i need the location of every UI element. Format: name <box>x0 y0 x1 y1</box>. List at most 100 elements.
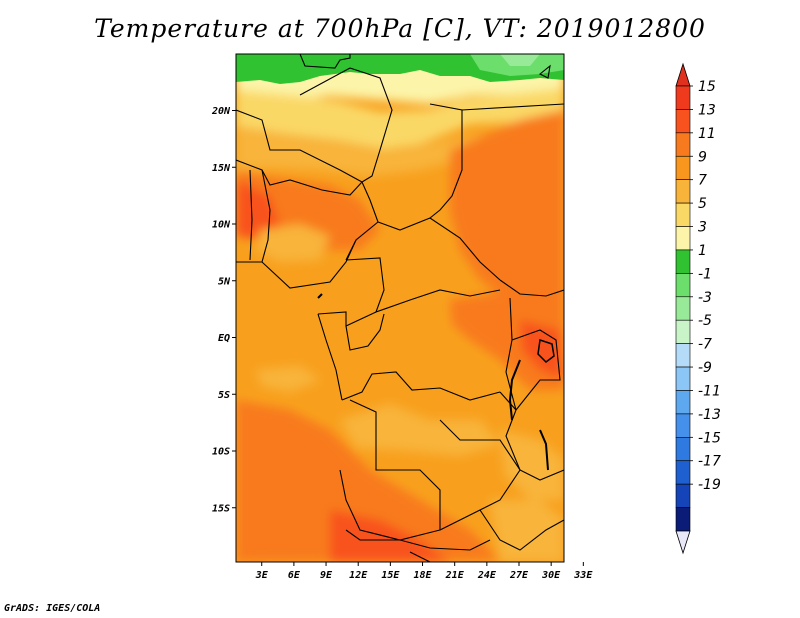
colorbar-swatch <box>675 179 691 204</box>
coastline-gabon-congo <box>317 313 343 401</box>
lon-tick-label: 21E <box>445 570 465 581</box>
lon-tick-label: 27E <box>509 570 529 581</box>
chart-title: Temperature at 700hPa [C], VT: 201901280… <box>94 14 706 43</box>
colorbar-swatch <box>675 249 691 274</box>
border-south-sudan <box>499 279 564 297</box>
longitude-axis: 3E 6E 9E 12E 15E 18E 21E 24E 27E 30E 33E <box>255 562 593 581</box>
colorbar-label: -17 <box>698 454 721 470</box>
colorbar-bottom-arrow <box>675 530 691 555</box>
colorbar-swatch <box>675 483 691 508</box>
colorbar-label: -19 <box>698 477 721 493</box>
bioko-island <box>317 293 323 299</box>
border-mali-niger-south <box>236 109 363 183</box>
colorbar-label: 11 <box>698 126 716 142</box>
lat-tick-label: 5N <box>218 276 231 287</box>
colorbar-swatch <box>675 202 691 227</box>
border-drc-angola <box>341 371 501 401</box>
lat-tick-label: 15S <box>212 503 230 514</box>
field-11-13-northeast <box>450 110 564 330</box>
lon-tick-label: 9E <box>320 570 333 581</box>
field-5-7-band <box>236 88 564 150</box>
colorbar-label: -15 <box>698 430 721 446</box>
lat-tick-label: 20N <box>211 106 231 117</box>
colorbar-swatch <box>675 343 691 368</box>
lon-tick-label: 18E <box>413 570 432 581</box>
lon-tick-label: 6E <box>288 570 301 581</box>
lat-tick-label: EQ <box>218 333 230 344</box>
lake-malawi <box>539 429 549 471</box>
field-7-9-patch-1 <box>256 224 330 262</box>
border-egypt-sudan <box>461 103 564 111</box>
colorbar-swatch <box>675 296 691 321</box>
border-car-south <box>345 257 501 313</box>
border-mali-niger <box>299 67 351 96</box>
lake-tanganyika <box>508 359 521 421</box>
border-namibia-botswana <box>345 529 491 551</box>
colorbar: 15 13 11 9 7 5 3 1 -1 -3 -5 -7 -9 -11 -13 -15 -17 -19 <box>675 62 721 555</box>
country-borders <box>236 54 564 562</box>
colorbar-label: 13 <box>698 102 716 118</box>
colorbar-swatch <box>675 437 691 462</box>
border-angola-zambia <box>339 399 441 541</box>
field-13-15-east <box>520 320 564 380</box>
border-namibia-south <box>409 551 431 562</box>
field-7-9-patch-2 <box>256 366 320 392</box>
lon-tick-label: 12E <box>349 570 368 581</box>
colorbar-top-arrow <box>675 62 691 87</box>
border-uganda-kenya <box>511 329 561 411</box>
colorbar-swatch <box>675 132 691 157</box>
border-zimbabwe-mozambique <box>479 509 564 551</box>
colorbar-swatch <box>675 366 691 391</box>
lat-tick-label: 10S <box>212 447 230 458</box>
colorbar-swatch <box>675 109 691 134</box>
border-togo <box>249 169 253 261</box>
border-chad-sudan <box>429 103 463 219</box>
lake-victoria <box>537 339 555 363</box>
border-gabon-north <box>317 311 377 327</box>
border-niger-chad <box>349 67 393 183</box>
colorbar-swatch <box>675 319 691 344</box>
colorbar-label: 5 <box>698 196 707 212</box>
field-11-13-south <box>236 400 500 562</box>
colorbar-label: -3 <box>698 290 712 306</box>
grads-credit: GrADS: IGES/COLA <box>4 603 101 614</box>
field-7-9-patch-4 <box>500 430 564 500</box>
colorbar-swatch <box>675 155 691 180</box>
colorbar-swatch <box>675 273 691 298</box>
colorbar-label: -5 <box>698 313 712 329</box>
lon-tick-label: 24E <box>477 570 497 581</box>
field-7-9-patch-3 <box>340 404 500 456</box>
temperature-field <box>236 54 564 562</box>
colorbar-label: 7 <box>698 173 707 189</box>
colorbar-label: -13 <box>698 407 721 423</box>
colorbar-label: -11 <box>698 383 721 399</box>
coastline-gulf-guinea <box>236 239 357 289</box>
field-11-13-east <box>450 292 564 390</box>
border-car-north <box>377 217 501 281</box>
colorbar-swatch <box>675 226 691 251</box>
lat-tick-label: 10N <box>212 220 231 231</box>
colorbar-label: -9 <box>698 360 712 376</box>
map-frame <box>235 53 565 563</box>
field-13-15-south <box>330 510 450 562</box>
border-congo <box>345 313 385 351</box>
colorbar-label: -1 <box>698 266 712 282</box>
border-libya-algeria <box>299 54 351 69</box>
egypt-coast <box>538 64 551 79</box>
colorbar-label: 1 <box>698 243 707 259</box>
lon-tick-label: 33E <box>573 570 593 581</box>
colorbar-swatch <box>675 413 691 438</box>
border-benin-nigeria <box>261 169 271 263</box>
colorbar-label: 15 <box>698 79 716 95</box>
colorbar-swatch <box>675 507 691 532</box>
lat-tick-label: 5S <box>218 390 230 401</box>
colorbar-label: 9 <box>698 149 707 165</box>
lon-tick-label: 30E <box>541 570 561 581</box>
colorbar-swatch <box>675 460 691 485</box>
lon-tick-label: 3E <box>255 570 269 581</box>
lon-tick-label: 15E <box>381 570 400 581</box>
colorbar-label: 3 <box>698 220 707 236</box>
colorbar-swatch <box>675 85 691 110</box>
field-7-9-band <box>236 122 564 176</box>
